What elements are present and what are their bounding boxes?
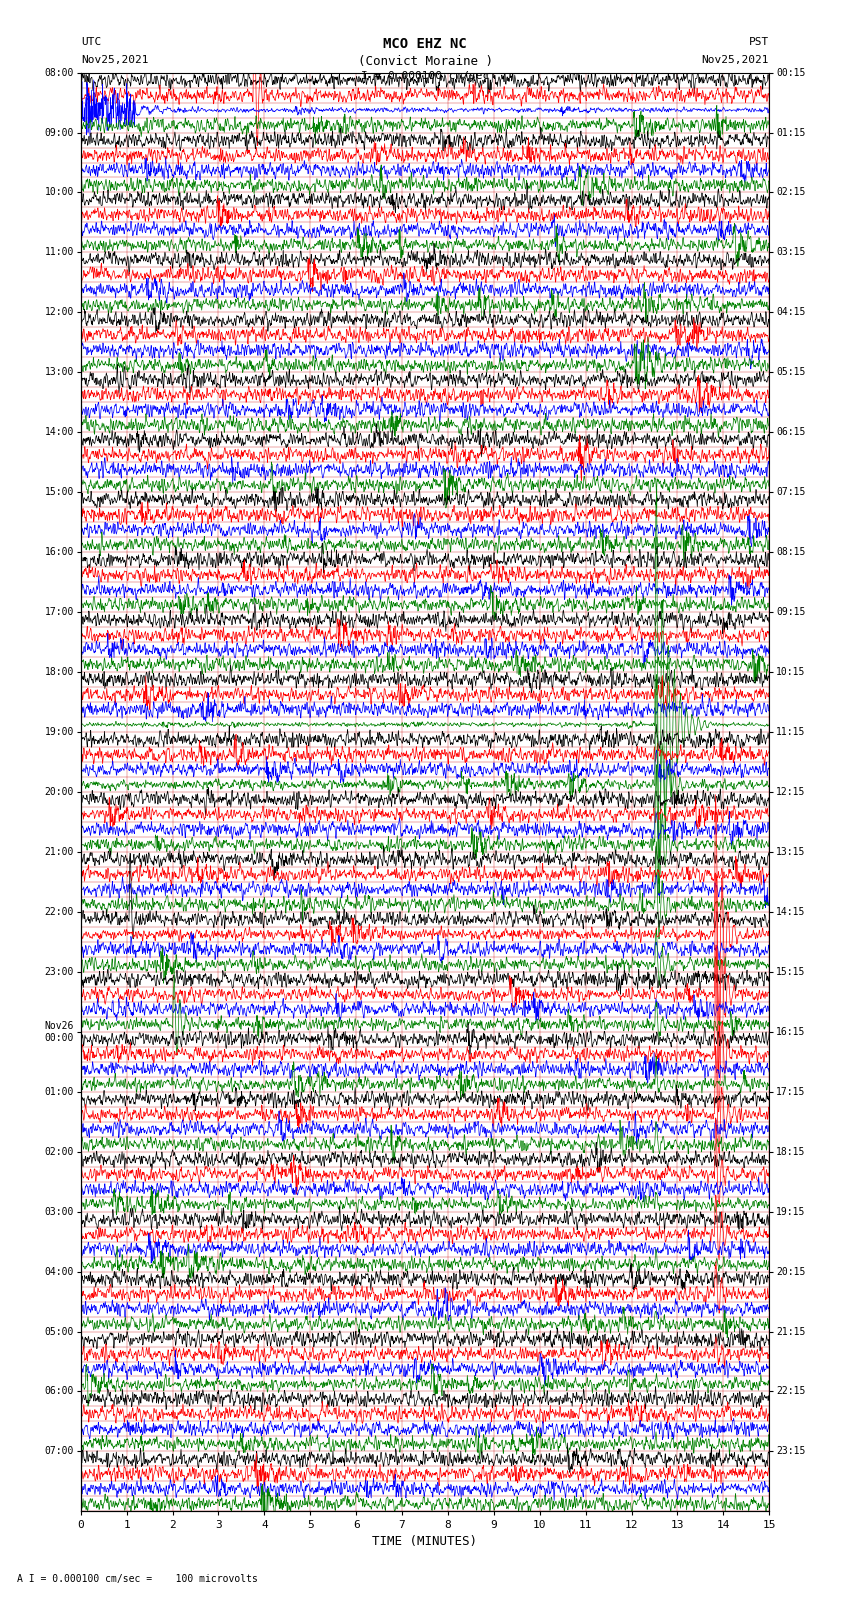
Text: UTC: UTC <box>81 37 101 47</box>
Text: (Convict Moraine ): (Convict Moraine ) <box>358 55 492 68</box>
X-axis label: TIME (MINUTES): TIME (MINUTES) <box>372 1534 478 1547</box>
Text: PST: PST <box>749 37 769 47</box>
Text: I = 0.000100 cm/sec: I = 0.000100 cm/sec <box>361 71 489 81</box>
Text: MCO EHZ NC: MCO EHZ NC <box>383 37 467 52</box>
Text: A I = 0.000100 cm/sec =    100 microvolts: A I = 0.000100 cm/sec = 100 microvolts <box>17 1574 258 1584</box>
Text: Nov25,2021: Nov25,2021 <box>81 55 148 65</box>
Text: Nov25,2021: Nov25,2021 <box>702 55 769 65</box>
